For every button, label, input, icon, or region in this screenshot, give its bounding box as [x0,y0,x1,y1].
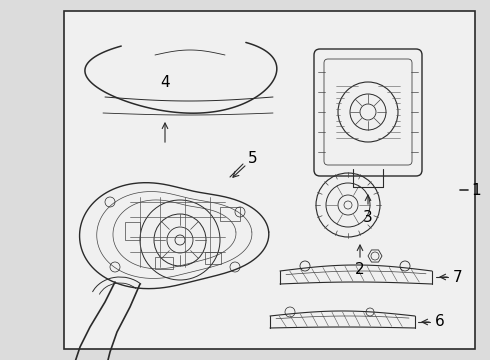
Text: 6: 6 [435,315,445,329]
Bar [64,11,475,349]
Text: 2: 2 [355,262,365,278]
Bar [125,222,140,240]
Text: 3: 3 [363,210,373,225]
Bar [155,257,173,269]
Text: 7: 7 [453,270,463,284]
Bar [205,252,221,264]
Bar [220,207,240,221]
Text: 4: 4 [160,75,170,90]
Text: 5: 5 [248,150,258,166]
Text: 1: 1 [471,183,481,198]
